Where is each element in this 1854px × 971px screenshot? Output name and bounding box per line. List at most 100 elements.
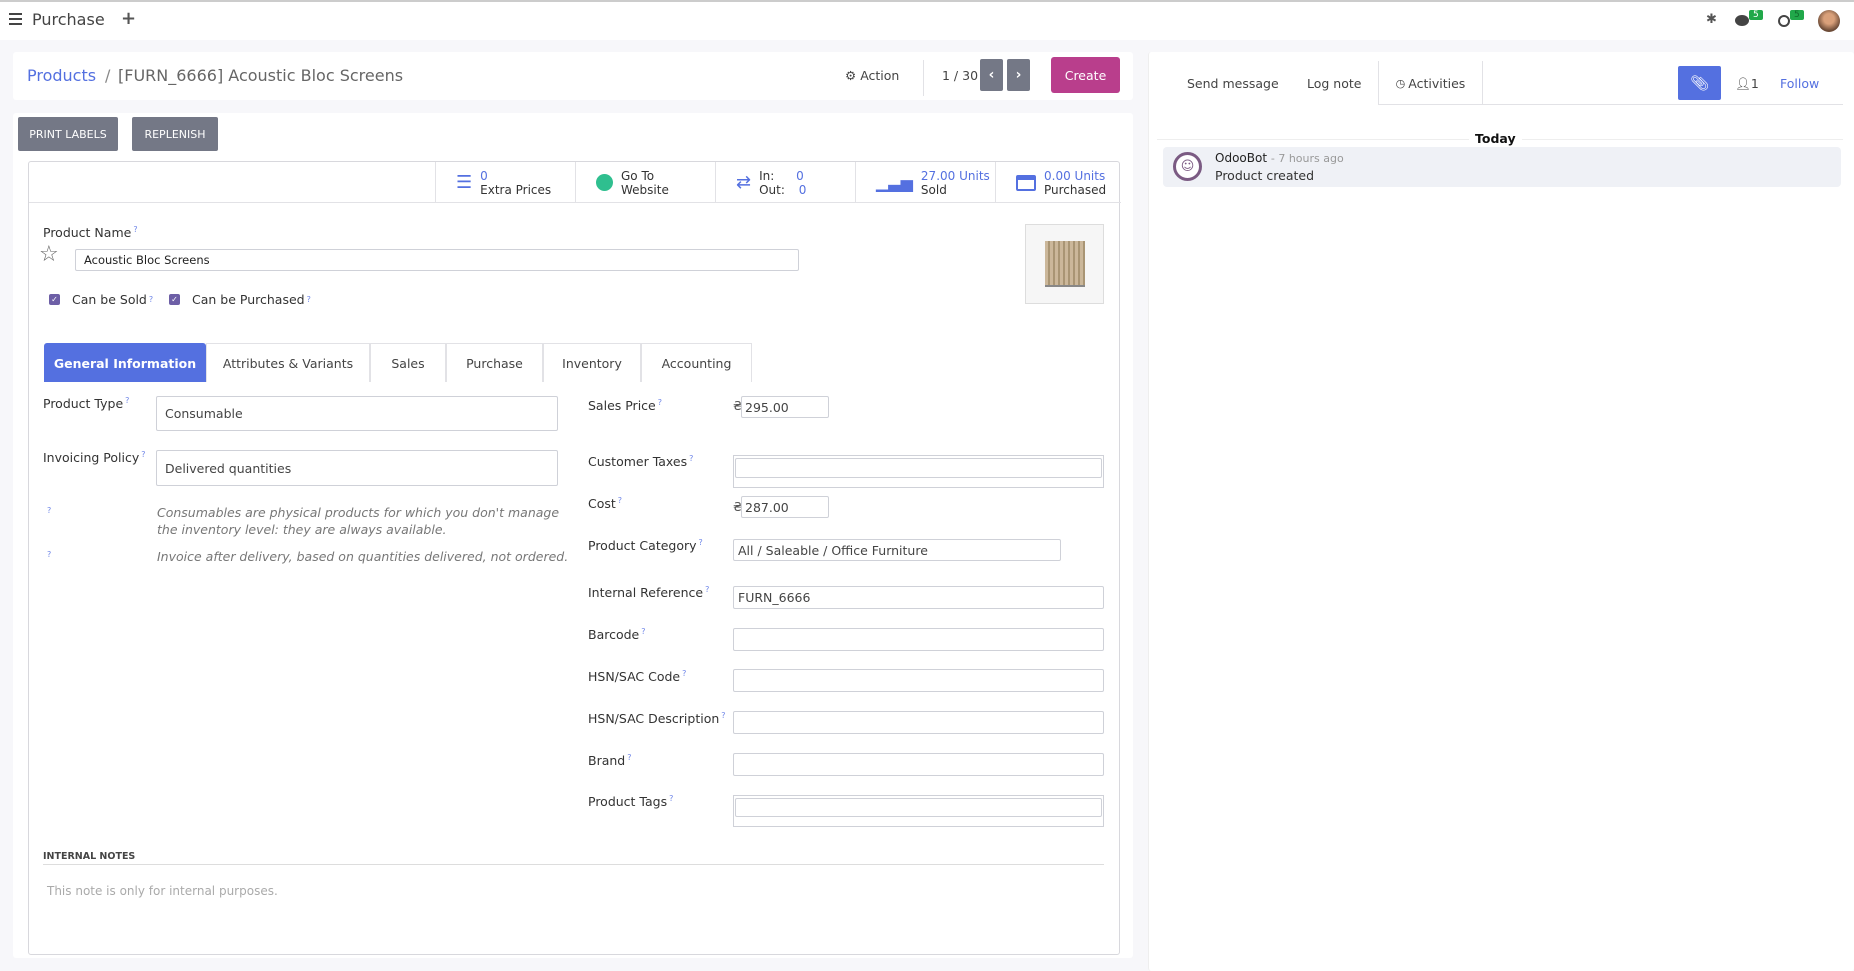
product-image[interactable] (1025, 224, 1104, 304)
tab-inventory[interactable]: Inventory (543, 343, 641, 382)
breadcrumb-products-link[interactable]: Products (27, 66, 97, 85)
sales-price-input[interactable]: 295.00 (741, 396, 829, 418)
hsn-code-input[interactable] (733, 669, 1104, 692)
invoicing-policy-select[interactable]: Delivered quantities (156, 450, 558, 486)
internal-notes-editor[interactable]: This note is only for internal purposes. (47, 884, 278, 898)
credit-card-icon (1016, 174, 1036, 191)
invoicing-policy-help: Invoice after delivery, based on quantit… (157, 549, 569, 564)
pager-next-button[interactable]: › (1007, 59, 1030, 91)
stat-buttons: ☰ 0 Extra Prices Go To Website ⇄ In: 0 Out… (29, 162, 1121, 203)
website-label-2: Website (621, 182, 669, 197)
can-be-sold-checkbox[interactable]: ✓ Can be Sold? (49, 292, 153, 307)
pager-previous-button[interactable]: ‹ (980, 59, 1003, 91)
can-be-purchased-checkbox[interactable]: ✓ Can be Purchased? (169, 292, 311, 307)
out-value: 0 (798, 182, 807, 197)
clock-icon: ◷ (1395, 76, 1406, 90)
signal-icon: ▁▃▅ (876, 172, 913, 192)
hsn-description-input[interactable] (733, 711, 1104, 734)
product-name-input[interactable]: Acoustic Bloc Screens (75, 249, 799, 271)
followers-count: 1 (1750, 76, 1759, 91)
cost-label: Cost? (588, 496, 623, 511)
extra-prices-button[interactable]: ☰ 0 Extra Prices (435, 162, 575, 203)
create-button[interactable]: Create (1051, 57, 1120, 93)
product-name-label: Product Name? (43, 225, 138, 240)
quick-create-button[interactable]: + (121, 8, 137, 29)
purchased-button[interactable]: 0.00 Units Purchased (995, 162, 1121, 203)
messages-button[interactable]: 5 (1735, 10, 1765, 30)
product-tags-input[interactable] (735, 798, 1102, 817)
sold-button[interactable]: ▁▃▅ 27.00 Units Sold (855, 162, 995, 203)
activities-label: Activities (1408, 75, 1466, 91)
message-item: ☺ OdooBot - 7 hours ago Product created (1163, 147, 1841, 187)
tab-attributes-variants[interactable]: Attributes & Variants (206, 343, 370, 382)
breadcrumb-current: [FURN_6666] Acoustic Bloc Screens (118, 66, 404, 85)
chevron-right-icon: › (1015, 67, 1022, 83)
sold-value: 27.00 Units (920, 168, 990, 183)
chatter-divider (1378, 104, 1843, 105)
can-be-sold-label: Can be Sold (72, 292, 147, 307)
website-label-1: Go To (621, 168, 655, 183)
activities-button[interactable]: ◷ Activities (1378, 61, 1483, 105)
currency-symbol: ₴ (733, 500, 743, 514)
tab-purchase[interactable]: Purchase (446, 343, 543, 382)
go-to-website-button[interactable]: Go To Website (575, 162, 715, 203)
product-type-select[interactable]: Consumable (156, 396, 558, 431)
internal-notes-divider (43, 864, 1104, 865)
sales-price-label: Sales Price? (588, 398, 662, 413)
checkbox-checked-icon: ✓ (49, 294, 60, 305)
tab-accounting[interactable]: Accounting (641, 343, 752, 382)
action-menu-button[interactable]: ⚙ Action (845, 68, 899, 83)
product-type-help: Consumables are physical products for wh… (157, 505, 560, 537)
internal-reference-input[interactable]: FURN_6666 (733, 586, 1104, 609)
internal-reference-label: Internal Reference? (588, 585, 710, 600)
gear-icon: ⚙ (845, 68, 857, 83)
extra-prices-label: Extra Prices (480, 182, 552, 197)
tab-general-information[interactable]: General Information (44, 343, 206, 382)
barcode-input[interactable] (733, 628, 1104, 651)
brand-label: Brand? (588, 753, 632, 768)
internal-notes-title: INTERNAL NOTES (43, 851, 136, 862)
messages-badge: 5 (1749, 10, 1763, 20)
globe-icon (596, 174, 613, 191)
follow-button[interactable]: Follow (1780, 76, 1820, 91)
transfer-icon: ⇄ (736, 171, 752, 193)
app-name[interactable]: Purchase (32, 10, 105, 29)
debug-bug-icon[interactable]: ✱ (1706, 12, 1717, 27)
followers-button[interactable]: 👤︎1 (1735, 76, 1759, 92)
paperclip-icon: 📎︎ (1689, 74, 1710, 92)
product-category-input[interactable]: All / Saleable / Office Furniture (733, 539, 1061, 561)
attachment-button[interactable]: 📎︎ (1678, 66, 1721, 100)
print-labels-button[interactable]: PRINT LABELS (18, 117, 118, 151)
in-label: In: (759, 168, 775, 183)
currency-symbol: ₴ (733, 399, 743, 413)
notebook-tabs: General Information Attributes & Variant… (44, 343, 1121, 382)
replenish-button[interactable]: REPLENISH (132, 117, 218, 151)
chevron-left-icon: ‹ (988, 67, 995, 83)
breadcrumb-separator: / (105, 66, 111, 85)
activities-button[interactable]: 5 (1778, 10, 1810, 30)
chat-icon (1735, 15, 1749, 26)
sold-label: Sold (920, 182, 947, 197)
customer-taxes-field[interactable] (733, 455, 1104, 488)
product-tags-label: Product Tags? (588, 794, 674, 809)
pager-value[interactable]: 1 / 30 (942, 68, 979, 83)
brand-input[interactable] (733, 753, 1104, 776)
send-message-button[interactable]: Send message (1187, 76, 1279, 91)
message-author[interactable]: OdooBot (1215, 151, 1268, 165)
menu-icon[interactable] (9, 13, 22, 25)
favorite-star-icon[interactable]: ☆ (39, 242, 59, 267)
in-out-button[interactable]: ⇄ In: 0 Out: 0 (715, 162, 855, 203)
product-tags-field[interactable] (733, 795, 1104, 827)
in-value: 0 (796, 168, 804, 183)
product-image-screens (1044, 241, 1085, 287)
customer-taxes-input[interactable] (735, 458, 1102, 478)
checkbox-checked-icon: ✓ (169, 294, 180, 305)
user-avatar[interactable] (1818, 10, 1840, 32)
tab-sales[interactable]: Sales (370, 343, 446, 382)
cost-input[interactable]: 287.00 (741, 496, 829, 518)
hsn-description-label: HSN/SAC Description? (588, 711, 726, 726)
odoobot-avatar: ☺ (1173, 152, 1202, 181)
out-label: Out: (759, 182, 785, 197)
log-note-button[interactable]: Log note (1307, 76, 1362, 91)
customer-taxes-label: Customer Taxes? (588, 454, 694, 469)
